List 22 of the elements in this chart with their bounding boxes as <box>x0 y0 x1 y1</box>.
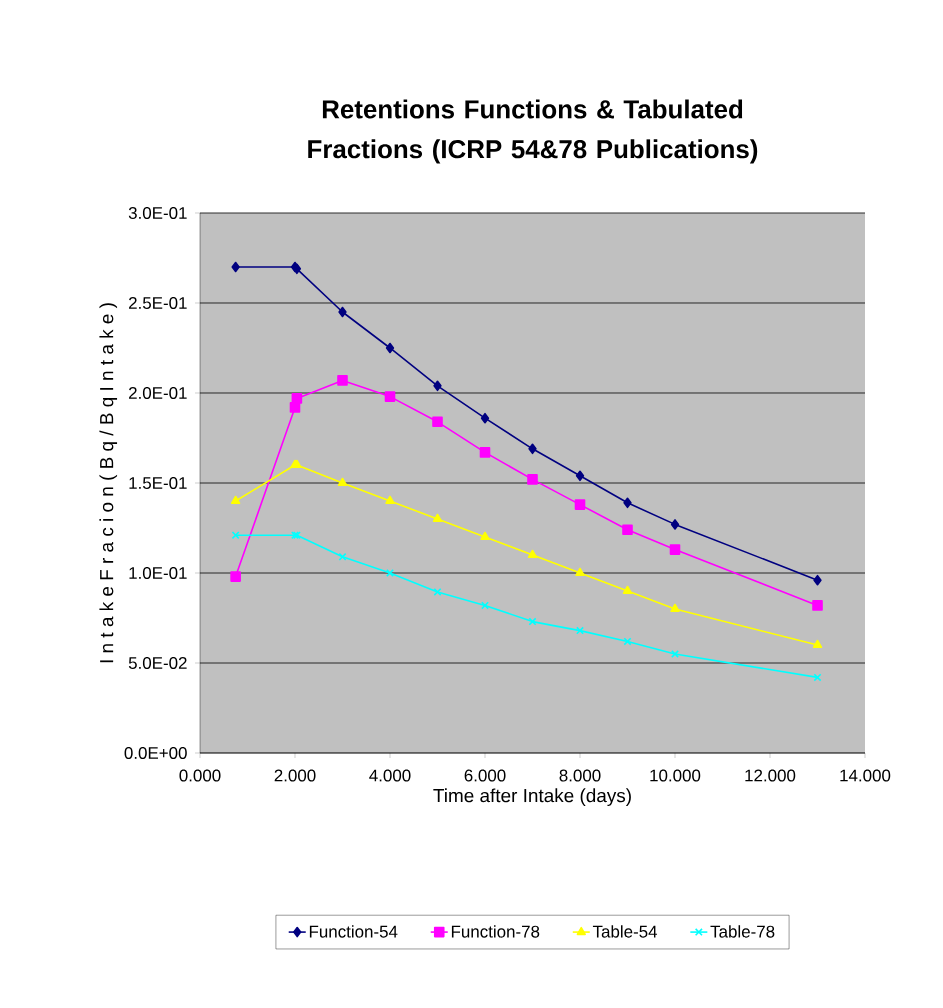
x-tick-label: 10.000 <box>650 769 701 782</box>
y-tick-label: 2.0E-01 <box>129 387 187 399</box>
x-tick-label: 2.000 <box>274 769 316 782</box>
x-tick-label: 6.000 <box>464 769 506 782</box>
legend-label: Function-54 <box>309 925 398 938</box>
x-tick-label: 12.000 <box>745 769 796 782</box>
y-tick-label: 3.0E-01 <box>128 207 187 219</box>
y-tick-label: 1.0E-01 <box>129 567 187 579</box>
legend-label: Table-78 <box>710 925 775 938</box>
x-tick-label: 4.000 <box>369 769 411 782</box>
chart-title: Retentions Functions & Tabulated Fractions (ICRP 54&78 Publications) <box>308 99 758 164</box>
y-tick-label: 2.5E-01 <box>129 297 187 309</box>
legend-label: Function-78 <box>451 925 540 938</box>
y-axis-title: I n t a k e F r a c i o n ( B q / B q I n t a k e ) <box>99 303 118 663</box>
x-tick-label: 14.000 <box>840 769 891 782</box>
y-tick-label: 5.0E-02 <box>128 657 187 669</box>
x-tick-label: 8.000 <box>559 769 601 782</box>
legend-label: Table-54 <box>592 925 658 938</box>
x-tick-label: 0.000 <box>179 769 221 782</box>
y-tick-label: 0.0E+00 <box>124 747 187 759</box>
x-axis-title: Time after Intake (days) <box>433 788 631 806</box>
y-tick-label: 1.5E-01 <box>129 477 187 489</box>
